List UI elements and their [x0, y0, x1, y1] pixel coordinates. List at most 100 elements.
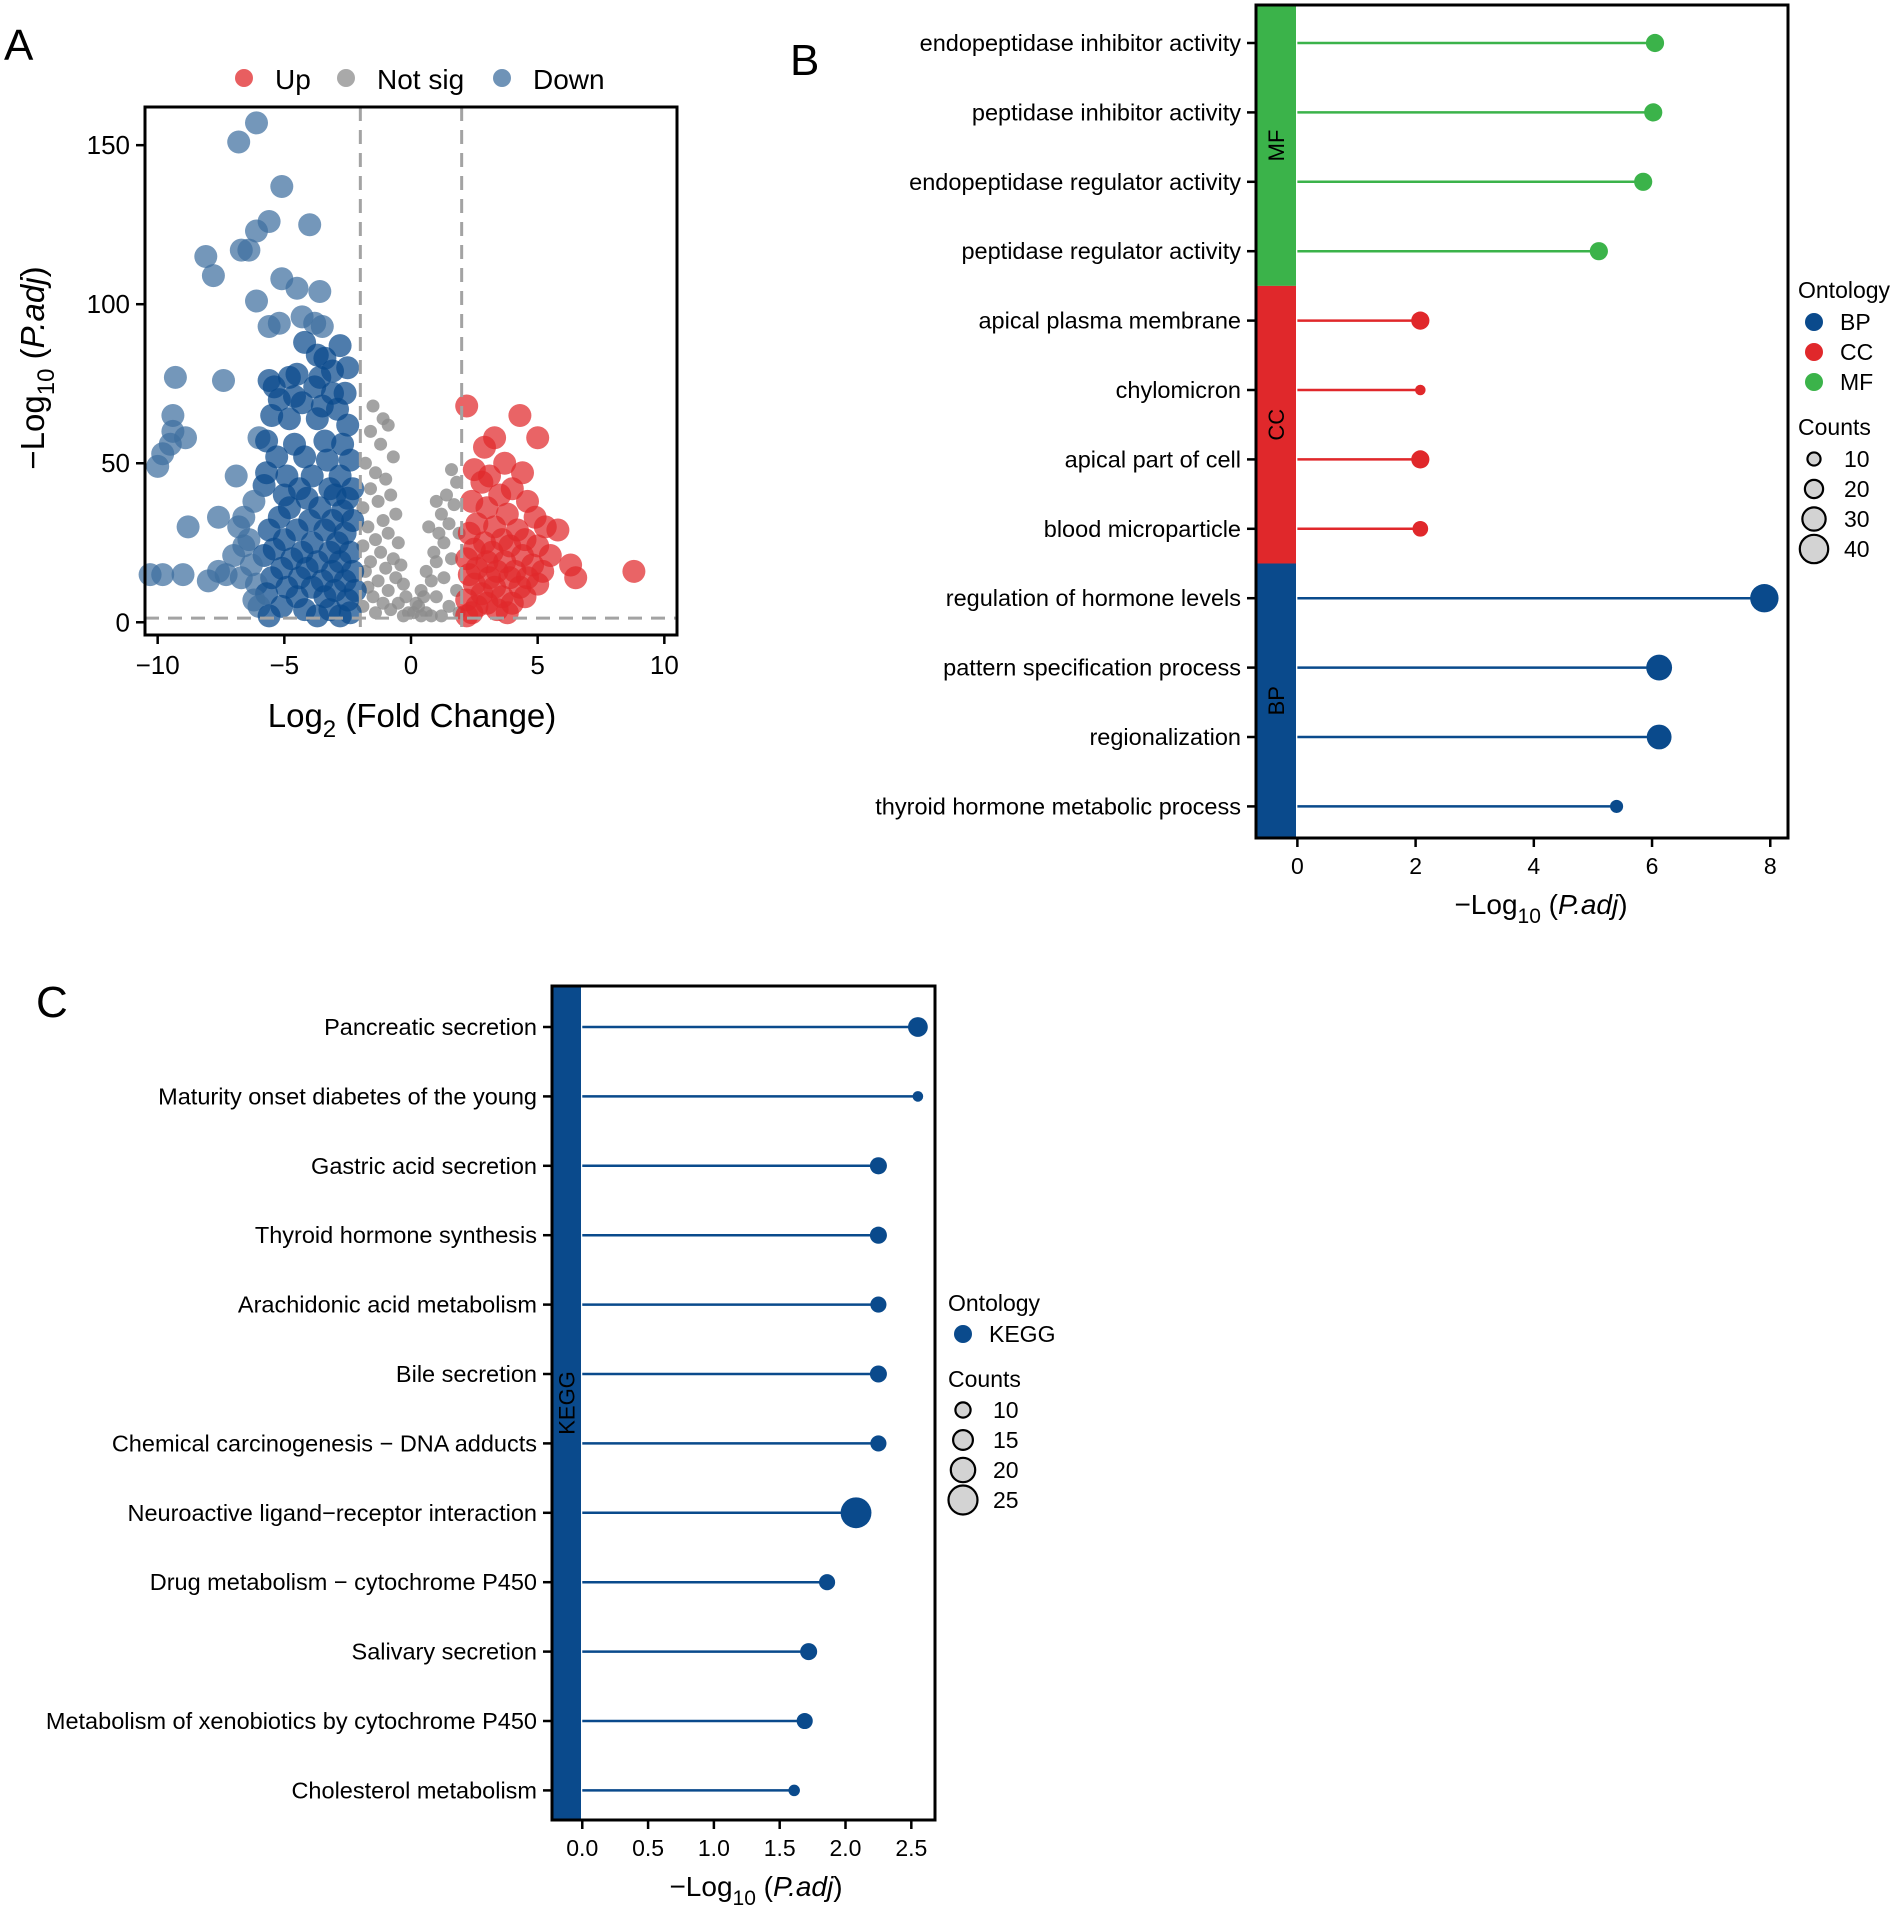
kegg-dot-4 [870, 1296, 887, 1313]
go-x-title-sub: 10 [1518, 905, 1541, 928]
kegg-x-tick-label-5: 2.5 [895, 1835, 927, 1861]
volcano-y-title-sub: 10 [33, 369, 60, 396]
panel-label-a: A [4, 21, 34, 70]
kegg-category-label-0: Pancreatic secretion [324, 1014, 537, 1040]
go-dot-6 [1411, 450, 1430, 469]
kegg-x-title-open: ( [756, 1871, 774, 1902]
kegg-category-label-11: Cholesterol metabolism [291, 1777, 537, 1803]
go-strip-label-cc: CC [1264, 409, 1289, 441]
kegg-dot-9 [800, 1643, 818, 1661]
point-down-50 [313, 429, 337, 453]
go-legend-size-label-3: 40 [1844, 536, 1870, 562]
go-strip-label-bp: BP [1264, 686, 1289, 715]
point-down-29 [212, 369, 235, 392]
point-notsig-2 [381, 418, 395, 432]
point-down-1 [227, 130, 251, 154]
kegg-stems [582, 1025, 918, 1792]
point-down-59 [224, 464, 248, 488]
point-notsig-47 [437, 536, 451, 550]
point-notsig-53 [450, 475, 464, 489]
kegg-dot-3 [869, 1226, 887, 1244]
kegg-category-label-8: Drug metabolism − cytochrome P450 [150, 1569, 537, 1595]
volcano-y-title-italic: P.adj [14, 276, 51, 349]
point-down-42 [277, 407, 301, 431]
go-category-label-11: thyroid hormone metabolic process [875, 793, 1241, 819]
volcano-threshold-lines [145, 107, 677, 635]
go-dot-7 [1412, 520, 1429, 537]
point-down-11 [285, 276, 309, 300]
point-notsig-3 [364, 424, 377, 438]
volcano-y-title: −Log10 (P.adj) [14, 266, 60, 469]
point-down-37 [290, 391, 314, 415]
point-up-21 [546, 518, 570, 542]
point-notsig-13 [389, 507, 403, 521]
point-notsig-54 [445, 463, 458, 477]
go-category-label-7: blood microparticle [1044, 516, 1241, 542]
volcano-x-tick-label-3: 5 [530, 650, 544, 680]
point-notsig-46 [427, 545, 441, 559]
kegg-category-label-7: Neuroactive ligand−receptor interaction [127, 1500, 537, 1526]
point-down-44 [336, 413, 360, 437]
point-down-32 [303, 375, 327, 399]
kegg-dot-5 [869, 1365, 887, 1383]
point-notsig-49 [442, 517, 456, 531]
go-strip-cc [1256, 285, 1296, 564]
point-notsig-30 [381, 584, 395, 597]
point-notsig-42 [414, 584, 428, 597]
go-legend-size-0 [1806, 451, 1822, 467]
go-legend-ontology-title: Ontology [1798, 277, 1891, 303]
go-legend-size-3 [1798, 533, 1830, 565]
kegg-legend-label-kegg: KEGG [989, 1321, 1055, 1347]
go-dot-11 [1610, 799, 1624, 813]
go-legend-size-label-1: 20 [1844, 476, 1870, 502]
point-notsig-59 [437, 571, 451, 585]
panel-label-b: B [790, 36, 819, 85]
go-category-label-4: apical plasma membrane [978, 308, 1241, 334]
point-down-55 [293, 445, 317, 469]
point-notsig-48 [432, 526, 446, 540]
go-legend-label-bp: BP [1840, 309, 1871, 335]
go-legend-marker-bp [1805, 313, 1823, 331]
go-x-tick-label-2: 4 [1527, 853, 1540, 879]
go-x-title: −Log10 (P.adj) [1454, 889, 1627, 928]
point-down-8 [237, 238, 261, 262]
kegg-dot-1 [912, 1091, 924, 1102]
kegg-legend-size-label-1: 15 [993, 1427, 1019, 1453]
point-notsig-63 [442, 599, 456, 613]
point-notsig-62 [409, 596, 423, 610]
kegg-category-label-10: Metabolism of xenobiotics by cytochrome … [46, 1708, 537, 1734]
point-down-43 [305, 407, 329, 431]
volcano-x-tick-label-1: −5 [270, 650, 300, 680]
volcano-y-tick-label-2: 100 [87, 289, 130, 319]
point-notsig-58 [445, 552, 458, 566]
point-down-17 [310, 315, 334, 338]
kegg-legend: Ontology KEGG Counts 10 15 20 25 [947, 1290, 1055, 1516]
kegg-category-label-3: Thyroid hormone synthesis [255, 1222, 537, 1248]
go-legend-size-2 [1801, 506, 1827, 532]
go-category-label-6: apical part of cell [1065, 446, 1241, 472]
kegg-category-label-6: Chemical carcinogenesis − DNA adducts [112, 1430, 537, 1456]
volcano-y-tick-label-3: 150 [87, 130, 130, 160]
go-dot-1 [1644, 103, 1663, 122]
go-legend-size-1 [1803, 478, 1825, 500]
go-x-title-prefix: −Log [1454, 889, 1517, 920]
volcano-x-tick-label-0: −10 [136, 650, 180, 680]
volcano-y-title-close: ) [14, 266, 51, 277]
point-up-5 [493, 451, 517, 475]
point-down-76 [207, 505, 230, 529]
kegg-dot-0 [907, 1017, 928, 1037]
kegg-legend-counts-title: Counts [948, 1366, 1021, 1392]
point-down-58 [146, 454, 170, 478]
point-notsig-7 [369, 466, 382, 480]
point-up-2 [526, 426, 550, 450]
go-dots [1411, 33, 1779, 813]
point-down-108 [171, 563, 195, 587]
volcano-x-tick-label-2: 0 [404, 650, 418, 680]
point-up-4 [473, 435, 496, 459]
volcano-x-title-base: Log [268, 697, 323, 734]
point-down-41 [260, 404, 284, 427]
point-notsig-23 [394, 558, 408, 572]
volcano-x-title: Log2 (Fold Change) [268, 697, 557, 743]
point-up-46 [622, 559, 646, 583]
